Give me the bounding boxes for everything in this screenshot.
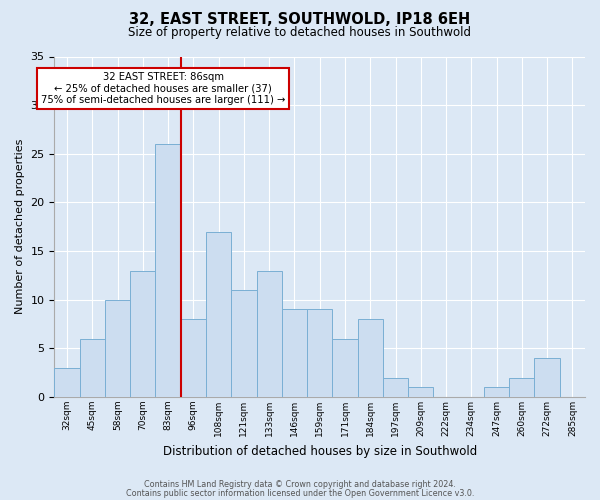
Text: 32 EAST STREET: 86sqm
← 25% of detached houses are smaller (37)
75% of semi-deta: 32 EAST STREET: 86sqm ← 25% of detached … bbox=[41, 72, 286, 105]
Bar bbox=[80, 338, 105, 397]
Text: Size of property relative to detached houses in Southwold: Size of property relative to detached ho… bbox=[128, 26, 472, 39]
Y-axis label: Number of detached properties: Number of detached properties bbox=[15, 139, 25, 314]
Bar bbox=[181, 319, 206, 397]
Text: Contains public sector information licensed under the Open Government Licence v3: Contains public sector information licen… bbox=[126, 489, 474, 498]
Bar bbox=[408, 388, 433, 397]
Bar bbox=[484, 388, 509, 397]
Bar bbox=[105, 300, 130, 397]
Bar bbox=[55, 368, 80, 397]
Bar bbox=[509, 378, 535, 397]
Bar bbox=[257, 270, 282, 397]
Bar bbox=[155, 144, 181, 397]
Bar bbox=[206, 232, 231, 397]
Bar bbox=[307, 310, 332, 397]
Bar bbox=[282, 310, 307, 397]
Text: Contains HM Land Registry data © Crown copyright and database right 2024.: Contains HM Land Registry data © Crown c… bbox=[144, 480, 456, 489]
Bar bbox=[383, 378, 408, 397]
Text: 32, EAST STREET, SOUTHWOLD, IP18 6EH: 32, EAST STREET, SOUTHWOLD, IP18 6EH bbox=[130, 12, 470, 28]
Bar bbox=[358, 319, 383, 397]
Bar bbox=[332, 338, 358, 397]
Bar bbox=[130, 270, 155, 397]
Bar bbox=[535, 358, 560, 397]
Bar bbox=[231, 290, 257, 397]
X-axis label: Distribution of detached houses by size in Southwold: Distribution of detached houses by size … bbox=[163, 444, 477, 458]
